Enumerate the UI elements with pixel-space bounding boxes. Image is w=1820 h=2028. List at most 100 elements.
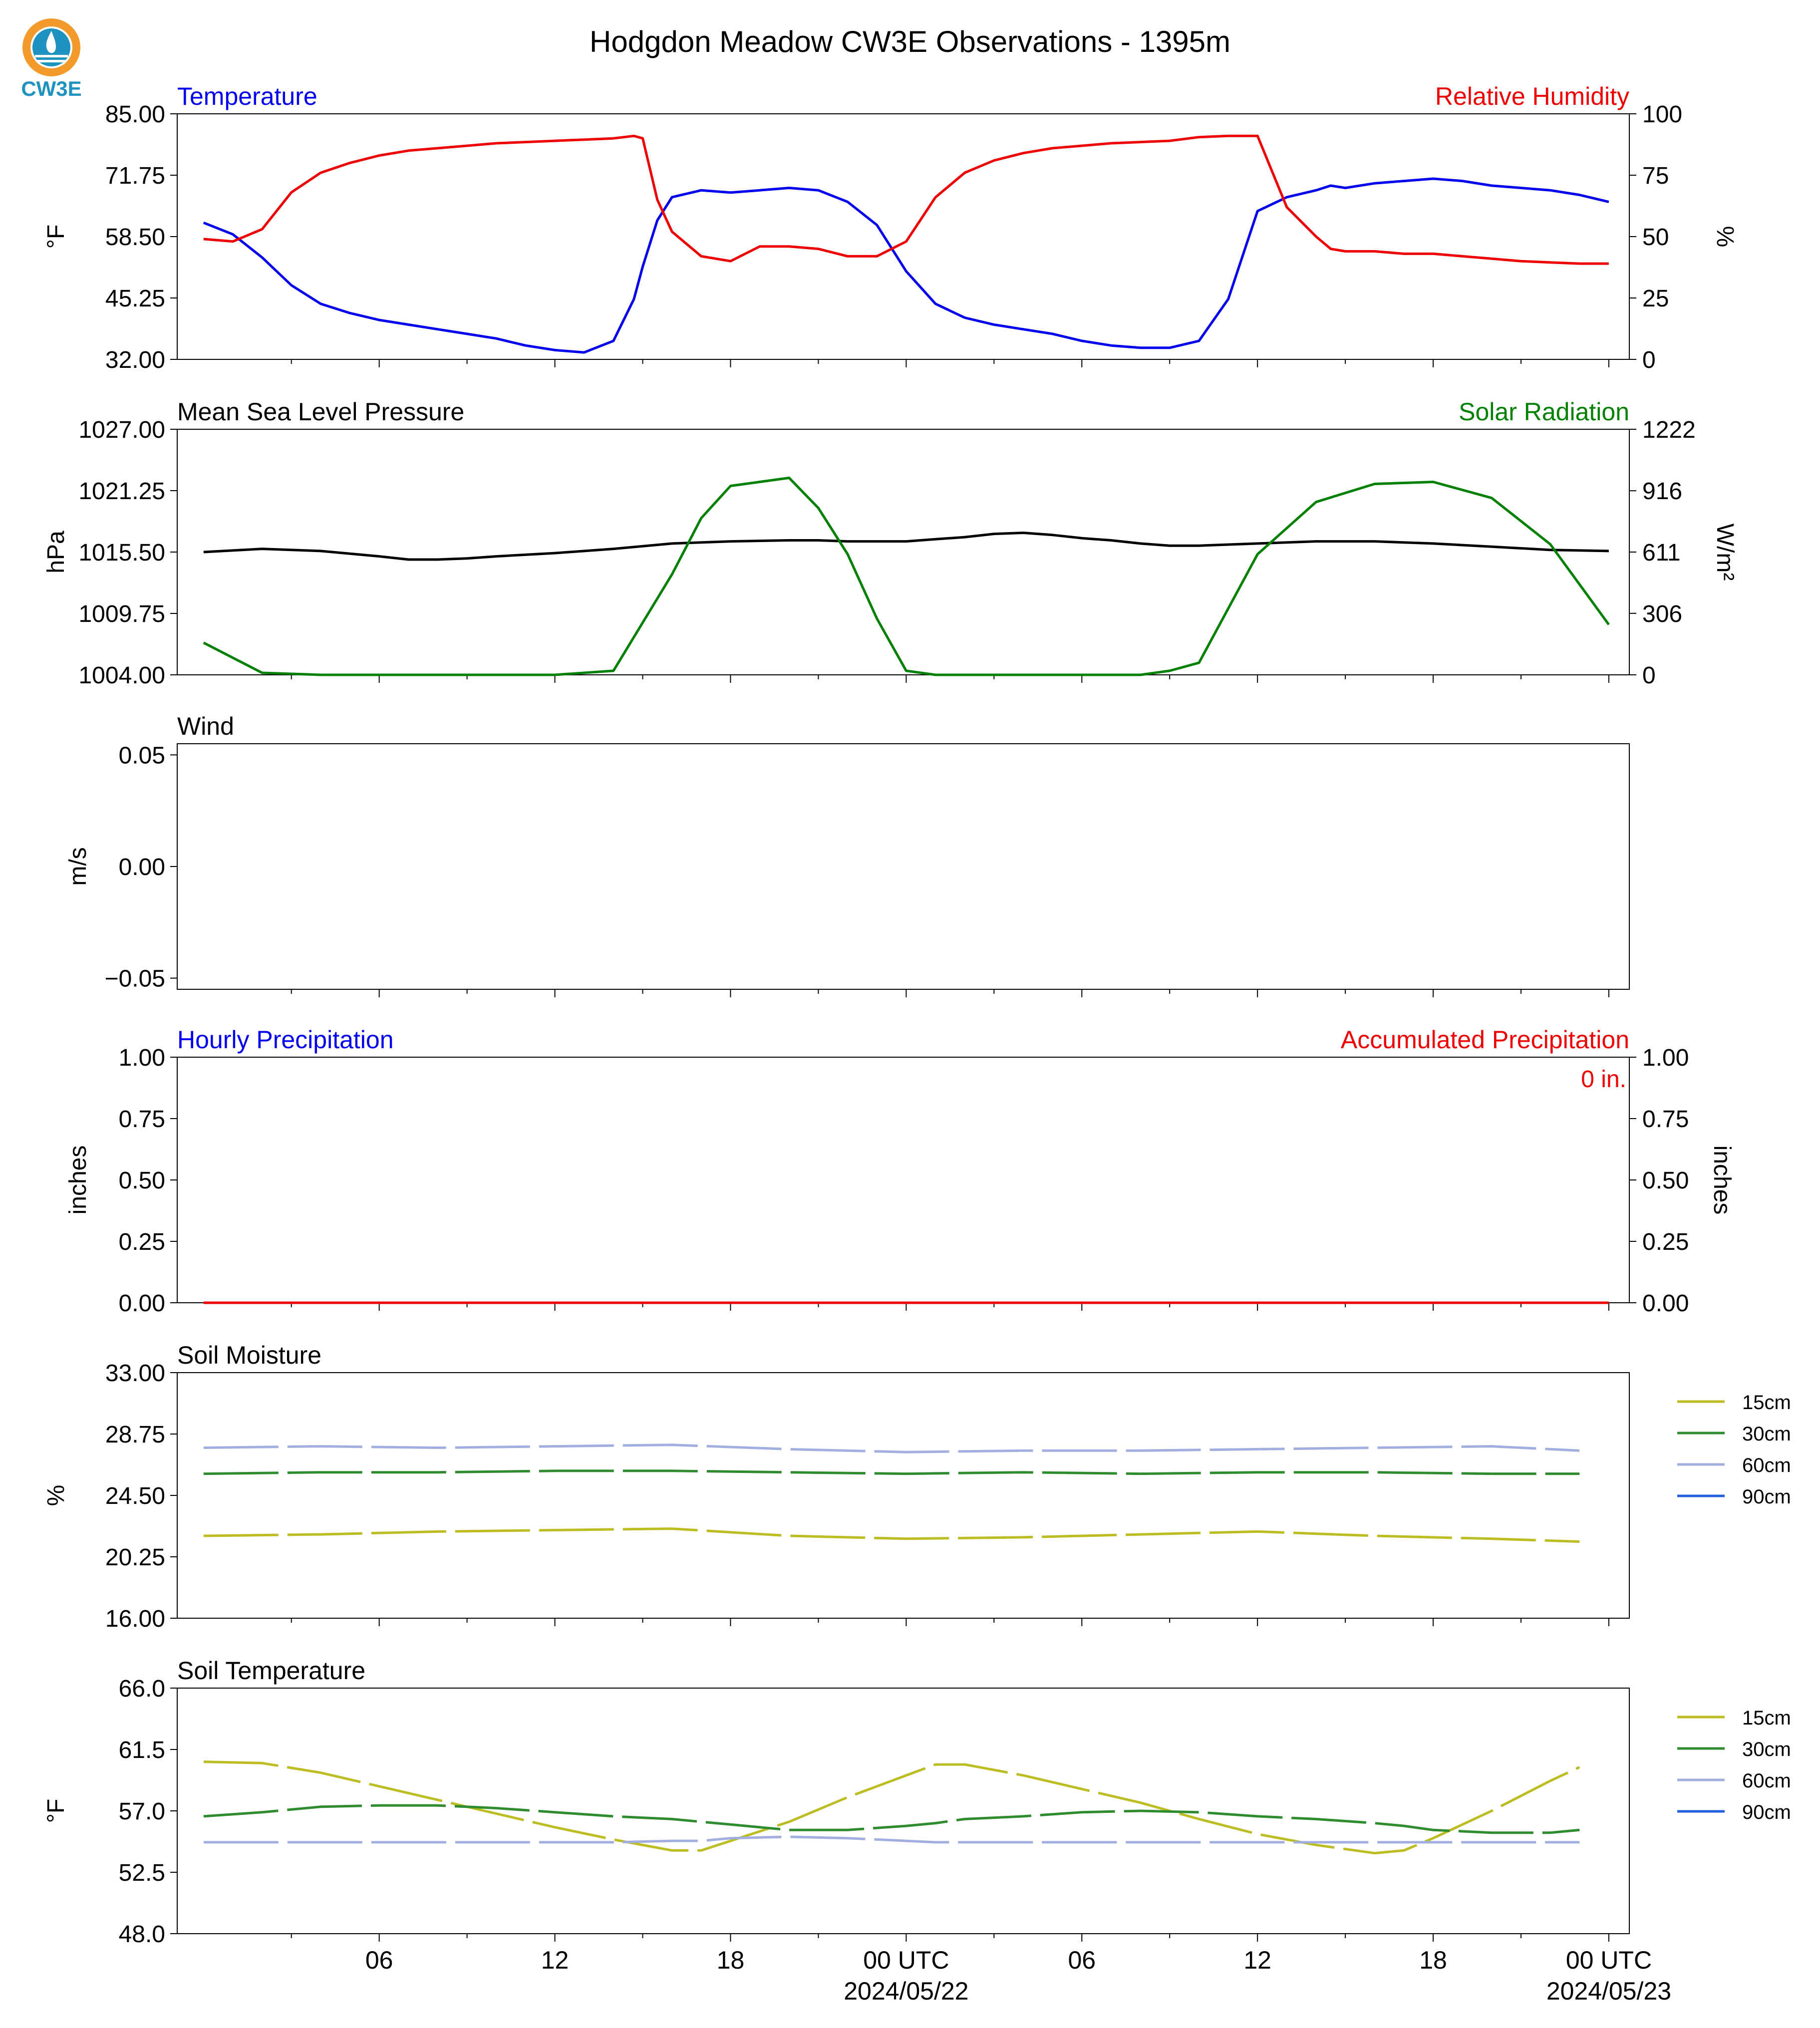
series-line-30cm [203,1804,1580,1834]
legend-label-30cm: 30cm [1742,1738,1791,1760]
y-axis-label: % [43,1485,69,1506]
y-axis-label: hPa [43,531,69,574]
y-tick-label: 57.0 [119,1798,165,1825]
series-line-30cm [203,1469,1580,1475]
y-axis-label-right: inches [1709,1146,1735,1215]
y-tick-label: 0.50 [119,1167,165,1194]
y-axis-label: °F [43,225,69,249]
y-tick-label-right: 0 [1642,347,1656,373]
plot-frame [177,1688,1630,1934]
series-line-temperature [203,177,1609,354]
panels: Temperature Relative Humidity 32.00 45.25 58… [43,82,1791,2005]
legend-label-60cm: 60cm [1742,1770,1791,1792]
y-tick-label-right: 0.25 [1642,1229,1689,1255]
panel-title-right: Relative Humidity [1435,82,1629,110]
series-line-60cm [203,1835,1580,1844]
y-tick-label: 20.25 [105,1544,165,1571]
series-line-15cm [203,1527,1580,1543]
y-tick-label-right: 306 [1642,601,1682,627]
y-tick-label: 61.5 [119,1737,165,1763]
x-axis-labels: 06 12 18 00 UTC 06 12 18 00 UTC 2024/05/22 2024/0… [365,1946,1671,2005]
series-line-relative-humidity [203,134,1609,265]
y-tick-label: 1004.00 [78,662,165,689]
series-line-mean-sea-level-pressure [203,532,1609,561]
plot-frame [177,429,1630,675]
series-line-solar-radiation [203,476,1610,676]
y-tick-label-right: 25 [1642,286,1669,312]
y-tick-label: 32.00 [105,347,165,373]
panel-temperature-humidity: Temperature Relative Humidity 32.00 45.25 58… [43,82,1738,373]
y-axis-label: inches [65,1146,91,1215]
logo-drop [46,31,56,53]
y-tick-label: 71.75 [105,163,165,189]
y-tick-label-right: 0.50 [1642,1167,1689,1194]
y-tick-label: 24.50 [105,1483,165,1509]
x-date-label: 2024/05/22 [844,1977,968,2005]
panel-title-left: Soil Temperature [177,1657,365,1685]
legend-label-15cm: 15cm [1742,1707,1791,1729]
logo-text: CW3E [21,77,81,100]
y-axis-label: m/s [65,847,91,885]
panel-title-right: Accumulated Precipitation [1341,1026,1629,1054]
y-tick-label: 0.05 [119,742,165,769]
x-tick-label: 00 UTC [1566,1946,1652,1974]
legend-label-90cm: 90cm [1742,1486,1791,1508]
y-tick-label-right: 611 [1642,540,1681,566]
y-tick-label: 1009.75 [78,601,165,627]
y-tick-label-right: 0 [1642,662,1656,689]
accumulated-total-label: 0 in. [1581,1066,1626,1093]
y-tick-label: −0.05 [105,966,165,992]
panel-pressure-solar: Mean Sea Level Pressure Solar Radiation 10… [43,398,1738,689]
y-tick-label-right: 0.00 [1642,1290,1689,1317]
y-tick-label: 45.25 [105,286,165,312]
y-tick-label: 1021.25 [78,478,165,505]
y-tick-label: 58.50 [105,224,165,251]
x-tick-label: 06 [365,1946,393,1974]
plot-frame [177,1372,1630,1619]
y-tick-label: 33.00 [105,1360,165,1387]
y-tick-label-right: 916 [1642,478,1682,505]
legend: 15cm 30cm 60cm 90cm [1677,1707,1791,1823]
panel-title-left: Temperature [177,82,317,110]
legend-label-60cm: 60cm [1742,1454,1791,1476]
legend-label-30cm: 30cm [1742,1423,1791,1445]
legend-label-90cm: 90cm [1742,1801,1791,1823]
y-axis-label-right: W/m² [1712,524,1738,581]
y-tick-label: 0.00 [119,1290,165,1317]
y-tick-label: 28.75 [105,1422,165,1448]
legend: 15cm 30cm 60cm 90cm [1677,1392,1791,1508]
x-tick-label: 00 UTC [863,1946,949,1974]
panel-title-left: Mean Sea Level Pressure [177,398,464,426]
y-tick-label: 16.00 [105,1606,165,1632]
panel-soil-moisture: Soil Moisture 16.00 20.25 24.50 28.75 33.00% 1… [43,1341,1791,1632]
x-tick-label: 12 [1243,1946,1271,1974]
plot-frame [177,743,1630,990]
y-tick-label: 85.00 [105,101,165,128]
figure-title: Hodgdon Meadow CW3E Observations - 1395m [590,25,1230,58]
cw3e-logo: CW3E [21,18,82,100]
panel-precipitation: Hourly Precipitation Accumulated Precipit… [65,1026,1735,1317]
y-tick-label: 66.0 [119,1676,165,1702]
legend-label-15cm: 15cm [1742,1392,1791,1414]
logo-ring [22,18,80,76]
x-date-label: 2024/05/23 [1546,1977,1671,2005]
y-tick-label: 52.5 [119,1860,165,1886]
series-line-60cm [203,1444,1580,1453]
y-tick-label-right: 75 [1642,163,1669,189]
panel-soil-temperature: Soil Temperature 48.0 52.5 57.0 61.5 66.0 °F 15… [43,1657,1791,1948]
y-tick-label-right: 1.00 [1642,1045,1689,1071]
y-tick-label: 0.25 [119,1229,165,1255]
panel-title-left: Hourly Precipitation [177,1026,394,1054]
y-tick-label-right: 100 [1642,101,1682,128]
plot-frame [177,1057,1630,1303]
y-tick-label-right: 50 [1642,224,1669,251]
x-tick-label: 06 [1068,1946,1096,1974]
y-tick-label-right: 1222 [1642,417,1696,443]
y-axis-label-right: % [1712,226,1738,248]
y-tick-label: 1027.00 [78,417,165,443]
panel-title-left: Wind [177,712,234,740]
x-tick-label: 12 [541,1946,569,1974]
y-tick-label: 1.00 [119,1045,165,1071]
y-axis-label: °F [43,1799,69,1823]
